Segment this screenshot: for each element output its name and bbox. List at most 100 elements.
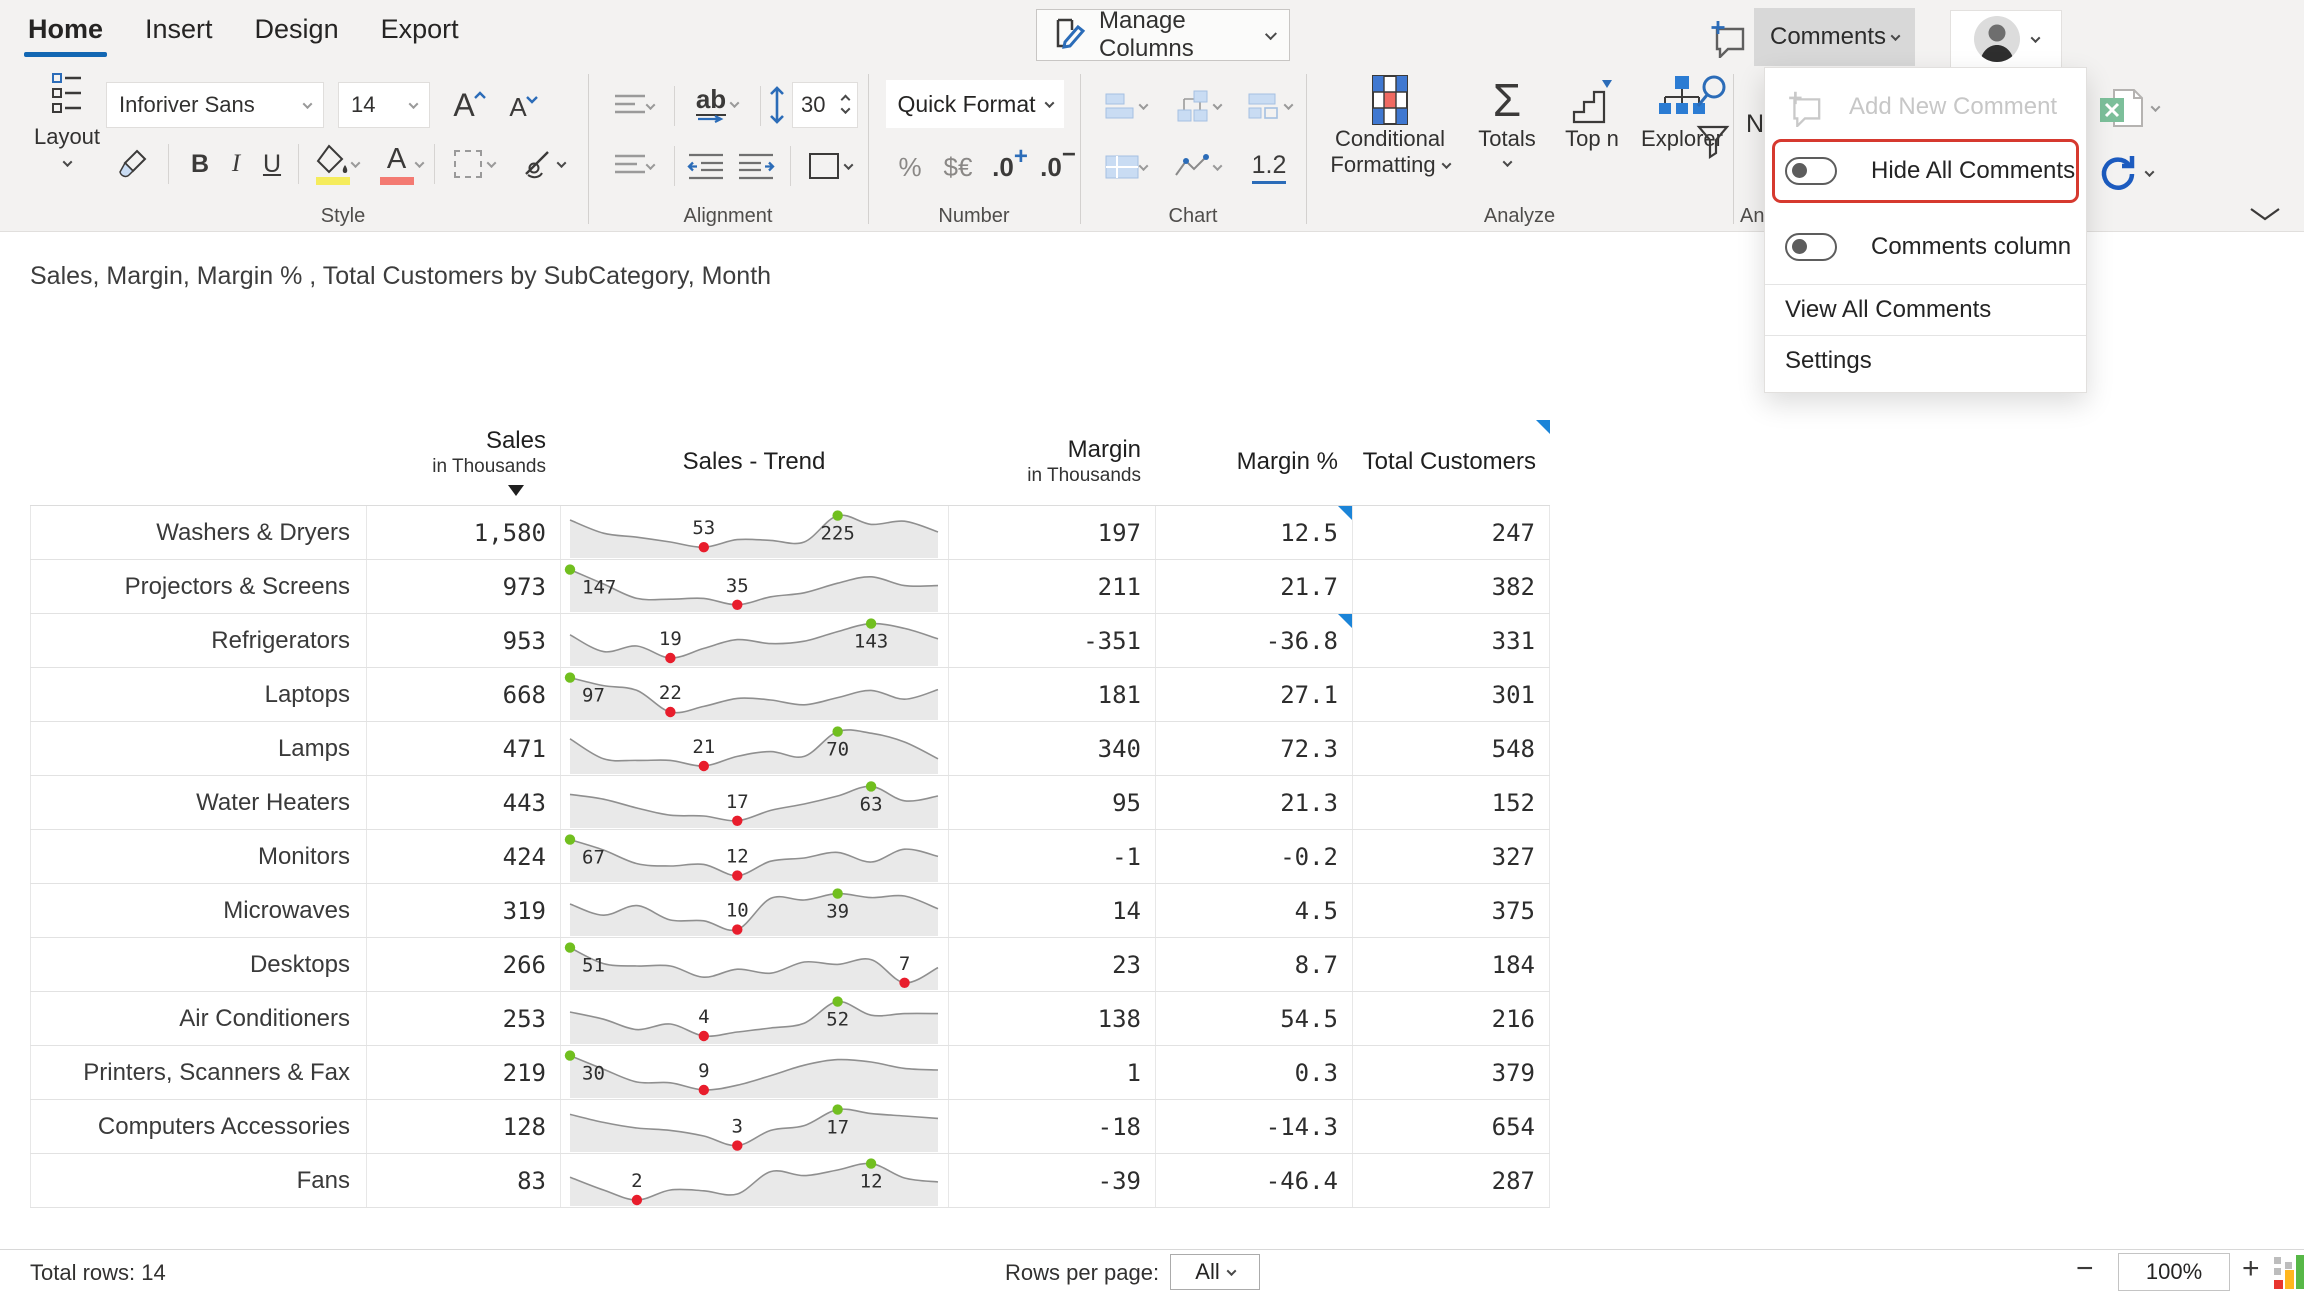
cell-sales-trend[interactable]: 22553 [560, 506, 948, 559]
cell-margin-pct[interactable]: -36.8 [1155, 614, 1352, 667]
export-excel-button[interactable] [2098, 86, 2159, 130]
horizontal-align-button[interactable] [604, 144, 662, 188]
cell-subcategory[interactable]: Water Heaters [30, 776, 366, 829]
cell-sales[interactable]: 266 [366, 938, 560, 991]
tab-home[interactable]: Home [28, 14, 103, 53]
cell-sales[interactable]: 83 [366, 1154, 560, 1207]
cell-total-customers[interactable]: 327 [1352, 830, 1550, 883]
underline-button[interactable]: U [254, 142, 290, 186]
cell-subcategory[interactable]: Microwaves [30, 884, 366, 937]
cell-sales-trend[interactable]: 3910 [560, 884, 948, 937]
cell-sales-trend[interactable]: 173 [560, 1100, 948, 1153]
header-sales-trend[interactable]: Sales - Trend [560, 418, 948, 505]
cell-sales-trend[interactable]: 6317 [560, 776, 948, 829]
filter-icon[interactable] [1696, 124, 1730, 160]
increase-indent-button[interactable] [734, 144, 778, 188]
borders-button[interactable] [446, 140, 502, 188]
comments-column-toggle[interactable] [1785, 233, 1837, 261]
cell-subcategory[interactable]: Lamps [30, 722, 366, 775]
merge-cells-button[interactable] [800, 144, 860, 188]
cell-subcategory[interactable]: Monitors [30, 830, 366, 883]
fill-color-button[interactable] [310, 140, 362, 188]
user-avatar-button[interactable] [1950, 10, 2062, 68]
cell-margin-pct[interactable]: 21.3 [1155, 776, 1352, 829]
cell-sales-trend[interactable]: 14319 [560, 614, 948, 667]
cell-total-customers[interactable]: 152 [1352, 776, 1550, 829]
cell-sales[interactable]: 1,580 [366, 506, 560, 559]
cell-margin-pct[interactable]: 72.3 [1155, 722, 1352, 775]
cell-subcategory[interactable]: Computers Accessories [30, 1100, 366, 1153]
cell-margin-pct[interactable]: 54.5 [1155, 992, 1352, 1045]
format-painter-icon[interactable] [112, 142, 156, 186]
stepper-down-icon[interactable] [841, 104, 851, 114]
cell-margin-pct[interactable]: 21.7 [1155, 560, 1352, 613]
cell-margin[interactable]: 181 [948, 668, 1155, 721]
cell-total-customers[interactable]: 247 [1352, 506, 1550, 559]
menu-item-view-all-comments[interactable]: View All Comments [1765, 285, 2086, 335]
cell-total-customers[interactable]: 216 [1352, 992, 1550, 1045]
bold-button[interactable]: B [182, 142, 218, 186]
cell-subcategory[interactable]: Washers & Dryers [30, 506, 366, 559]
cell-total-customers[interactable]: 379 [1352, 1046, 1550, 1099]
cell-subcategory[interactable]: Laptops [30, 668, 366, 721]
cell-sales[interactable]: 253 [366, 992, 560, 1045]
cell-sales[interactable]: 319 [366, 884, 560, 937]
cell-margin[interactable]: 14 [948, 884, 1155, 937]
cell-subcategory[interactable]: Printers, Scanners & Fax [30, 1046, 366, 1099]
cell-subcategory[interactable]: Projectors & Screens [30, 560, 366, 613]
cell-total-customers[interactable]: 382 [1352, 560, 1550, 613]
zoom-out-button[interactable]: − [2076, 1252, 2094, 1286]
cell-subcategory[interactable]: Air Conditioners [30, 992, 366, 1045]
decrease-decimal-button[interactable]: .0− [1038, 146, 1078, 188]
cell-total-customers[interactable]: 654 [1352, 1100, 1550, 1153]
tab-export[interactable]: Export [381, 14, 459, 53]
cell-subcategory[interactable]: Refrigerators [30, 614, 366, 667]
totals-button[interactable]: Σ Totals [1468, 74, 1546, 167]
cell-margin[interactable]: 197 [948, 506, 1155, 559]
sparkline-button[interactable] [1164, 146, 1230, 188]
menu-item-hide-all-comments[interactable]: Hide All Comments [1765, 142, 2086, 200]
cell-total-customers[interactable]: 548 [1352, 722, 1550, 775]
clear-format-button[interactable] [512, 140, 574, 188]
cell-total-customers[interactable]: 301 [1352, 668, 1550, 721]
cell-margin-pct[interactable]: 27.1 [1155, 668, 1352, 721]
percent-format-button[interactable]: % [892, 146, 928, 188]
conditional-formatting-button[interactable]: Conditional Formatting [1320, 74, 1460, 178]
cell-sales-trend[interactable]: 9722 [560, 668, 948, 721]
search-icon[interactable] [1694, 72, 1732, 110]
font-size-select[interactable]: 14 [338, 82, 430, 128]
quick-format-button[interactable]: Quick Format [886, 80, 1064, 128]
cell-sales-trend[interactable]: 7021 [560, 722, 948, 775]
row-height-input[interactable]: 30 [792, 82, 858, 128]
header-margin[interactable]: Margin in Thousands [948, 418, 1155, 505]
cell-sales[interactable]: 973 [366, 560, 560, 613]
bar-chart-button[interactable] [1094, 84, 1156, 128]
cell-margin[interactable]: 211 [948, 560, 1155, 613]
cell-sales[interactable]: 219 [366, 1046, 560, 1099]
refresh-button[interactable] [2096, 152, 2153, 194]
cell-total-customers[interactable]: 375 [1352, 884, 1550, 937]
cell-sales-trend[interactable]: 517 [560, 938, 948, 991]
cell-margin-pct[interactable]: -14.3 [1155, 1100, 1352, 1153]
stepper-up-icon[interactable] [841, 95, 851, 105]
font-name-select[interactable]: Inforiver Sans [106, 82, 324, 128]
cell-sales-trend[interactable]: 14735 [560, 560, 948, 613]
cell-margin-pct[interactable]: 0.3 [1155, 1046, 1352, 1099]
collapse-ribbon-icon[interactable] [2248, 206, 2282, 222]
menu-item-comments-column[interactable]: Comments column [1765, 218, 2086, 276]
hide-all-comments-toggle[interactable] [1785, 157, 1837, 185]
cell-margin[interactable]: 1 [948, 1046, 1155, 1099]
cell-margin[interactable]: -18 [948, 1100, 1155, 1153]
header-sales[interactable]: Sales in Thousands [366, 418, 560, 505]
cell-sales-trend[interactable]: 6712 [560, 830, 948, 883]
cell-margin[interactable]: 138 [948, 992, 1155, 1045]
shrink-font-button[interactable]: A [500, 86, 548, 128]
cell-subcategory[interactable]: Fans [30, 1154, 366, 1207]
cell-margin[interactable]: 23 [948, 938, 1155, 991]
currency-format-button[interactable]: $€ [932, 146, 984, 188]
cell-subcategory[interactable]: Desktops [30, 938, 366, 991]
comments-button[interactable]: Comments [1698, 8, 1915, 66]
menu-item-settings[interactable]: Settings [1765, 336, 2086, 386]
tab-design[interactable]: Design [255, 14, 339, 53]
cell-sales-trend[interactable]: 122 [560, 1154, 948, 1207]
